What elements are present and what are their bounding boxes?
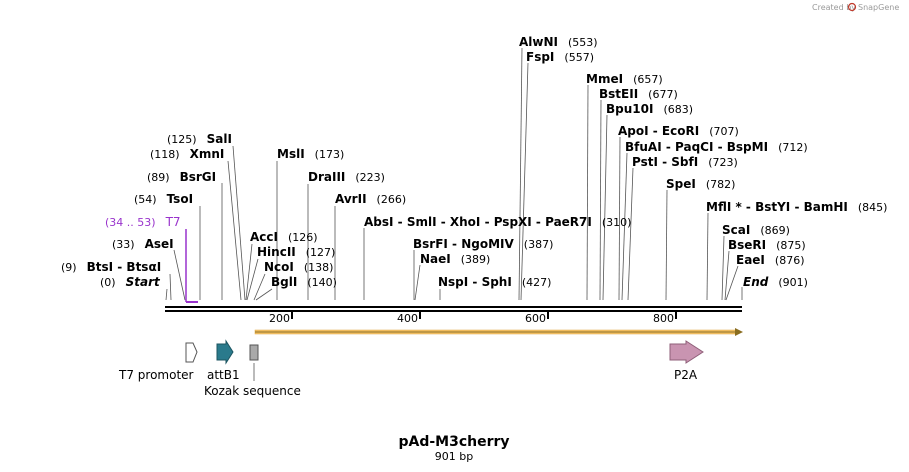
feature-label-kozak: Kozak sequence — [204, 384, 301, 398]
site-label: HincII (127) — [257, 245, 335, 259]
site-label: (54) TsoI — [134, 192, 193, 206]
site-label: (118) XmnI — [150, 147, 224, 161]
site-label: (89) BsrGI — [147, 170, 216, 184]
site-label-t7: (34 .. 53) T7 — [105, 215, 181, 229]
ruler-ticks — [291, 312, 677, 319]
site-label: MmeI (657) — [586, 72, 663, 86]
site-label: NspI - SphI (427) — [438, 275, 551, 289]
site-label: AbsI - SmlI - XhoI - PspXI - PaeR7I (310) — [364, 215, 631, 229]
kozak-box-icon — [249, 344, 259, 361]
tick-label-600: 600 — [525, 312, 546, 325]
site-label: PstI - SbfI (723) — [632, 155, 738, 169]
tick-label-400: 400 — [397, 312, 418, 325]
site-label: AvrII (266) — [335, 192, 406, 206]
site-label: (9) BtsI - BtsαI — [61, 260, 161, 274]
map-title: pAd-M3cherry — [398, 434, 509, 450]
label-leader-lines — [165, 47, 743, 301]
site-label: FspI (557) — [526, 50, 594, 64]
site-label: BseRI (875) — [728, 238, 806, 252]
site-label-start: (0) Start — [100, 275, 161, 289]
site-label: BglI (140) — [271, 275, 337, 289]
site-label: AccI (126) — [250, 230, 318, 244]
orf-arrow — [254, 328, 743, 336]
p2a-arrow-icon — [669, 340, 704, 364]
tick-label-800: 800 — [653, 312, 674, 325]
site-label: SpeI (782) — [666, 177, 735, 191]
attb1-arrow-icon — [216, 339, 234, 365]
site-label: ApoI - EcoRI (707) — [618, 124, 739, 138]
site-label: MflI * - BstYI - BamHI (845) — [706, 200, 887, 214]
credit-prefix: Created by — [812, 3, 856, 12]
site-label: (125) SalI — [167, 132, 232, 146]
feature-label-p2a: P2A — [674, 368, 698, 382]
site-label: BstEII (677) — [599, 87, 678, 101]
site-label: DraIII (223) — [308, 170, 385, 184]
site-label: NcoI (138) — [264, 260, 333, 274]
site-label: ScaI (869) — [722, 223, 790, 237]
feature-label-t7-promoter: T7 promoter — [118, 368, 194, 382]
site-label: (33) AseI — [112, 237, 174, 251]
site-label-end: End (901) — [743, 275, 808, 289]
site-label: EaeI (876) — [736, 253, 805, 267]
site-label: Bpu10I (683) — [606, 102, 693, 116]
site-label: AlwNI (553) — [519, 35, 598, 49]
site-label: BsrFI - NgoMIV (387) — [413, 237, 553, 251]
tick-label-200: 200 — [269, 312, 290, 325]
snapgene-logo-icon — [847, 2, 857, 12]
map-length: 901 bp — [435, 450, 473, 463]
feature-label-attb1: attB1 — [207, 368, 240, 382]
site-label: NaeI (389) — [420, 252, 490, 266]
site-label: MslI (173) — [277, 147, 344, 161]
t7-promoter-arrow-icon — [185, 342, 198, 363]
credit-brand: SnapGene — [858, 3, 899, 12]
site-label: BfuAI - PaqCI - BspMI (712) — [625, 140, 808, 154]
